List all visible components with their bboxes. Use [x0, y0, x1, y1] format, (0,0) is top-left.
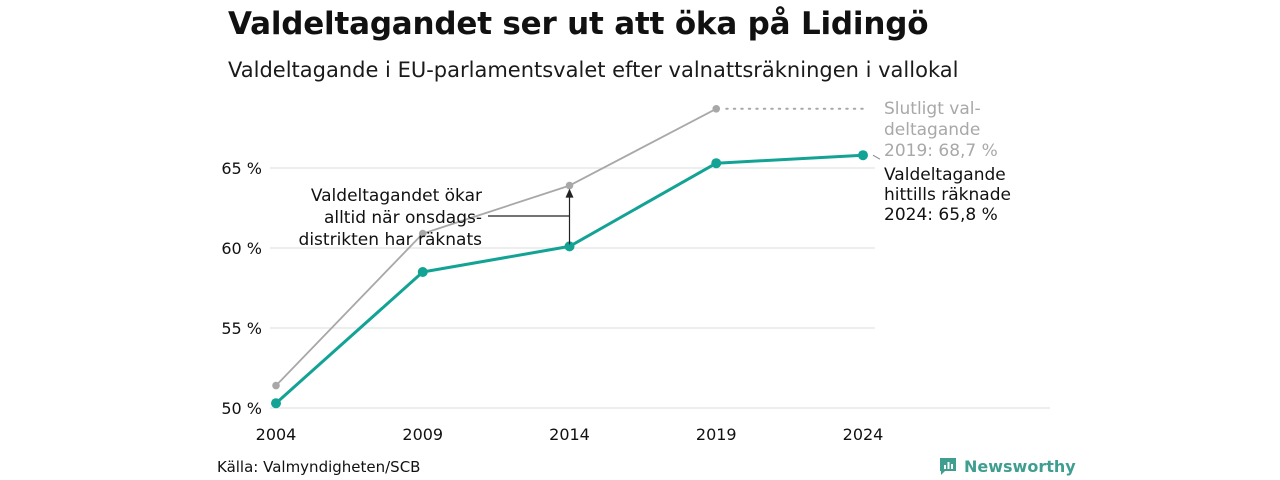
counted-label-leader [872, 154, 881, 160]
annotations: Slutligt val-deltagande 2019: 68,7 %Valde… [299, 99, 1011, 250]
annotation-line: Slutligt val- [884, 99, 981, 119]
annotation-line: 2019: 68,7 % [884, 141, 998, 161]
y-tick-label: 65 % [221, 159, 262, 178]
data-point-counted [711, 158, 722, 169]
data-point-final [418, 229, 427, 238]
increase-arrow-head [565, 188, 574, 198]
x-tick-label: 2004 [256, 425, 297, 444]
y-tick-label: 50 % [221, 399, 262, 418]
x-tick-label: 2024 [843, 425, 884, 444]
y-tick-label: 55 % [221, 319, 262, 338]
annotation-line: distrikten har räknats [299, 230, 483, 250]
x-tick-label: 2014 [549, 425, 590, 444]
data-point-final [565, 181, 574, 190]
data-point-counted [858, 150, 868, 161]
data-point-counted [271, 398, 281, 409]
source-note: Källa: Valmyndigheten/SCB [217, 458, 421, 476]
data-point-final [272, 381, 280, 390]
x-tick-label: 2019 [696, 425, 737, 444]
brand-logo: Newsworthy [938, 456, 1076, 476]
chart-subtitle: Valdeltagande i EU-parlamentsvalet efter… [228, 58, 959, 82]
annotation-line: alltid när onsdags- [324, 208, 482, 228]
axis-labels: 50 % 55 % 60 % 65 % 2004 2009 2014 2019 2024 [221, 159, 883, 444]
data-point-counted [564, 241, 575, 252]
data-point-counted [417, 267, 428, 277]
data-point-final [712, 105, 721, 113]
annotation-line: hittills räknade [884, 185, 1011, 205]
annotation-final_label: Slutligt val-deltagande 2019: 68,7 % [884, 99, 998, 161]
y-tick-label: 60 % [221, 239, 262, 258]
annotation-line: Valdeltagandet ökar [311, 186, 482, 206]
newsworthy-icon [940, 458, 956, 475]
chart-title: Valdeltagandet ser ut att öka på Lidingö [228, 6, 929, 42]
series-lines [271, 105, 869, 409]
series-line-final [275, 107, 718, 387]
annotation-line: 2024: 65,8 % [884, 205, 998, 225]
x-tick-label: 2009 [402, 425, 443, 444]
annotation-line: deltagande [884, 120, 980, 140]
annotation-increase_note: Valdeltagandet ökar alltid när onsdags-di… [299, 186, 483, 250]
brand-name: Newsworthy [964, 456, 1076, 476]
annotation-counted_label: Valdeltagande hittills räknade 2024: 65,8 … [884, 165, 1011, 225]
annotation-line: Valdeltagande [884, 165, 1006, 185]
